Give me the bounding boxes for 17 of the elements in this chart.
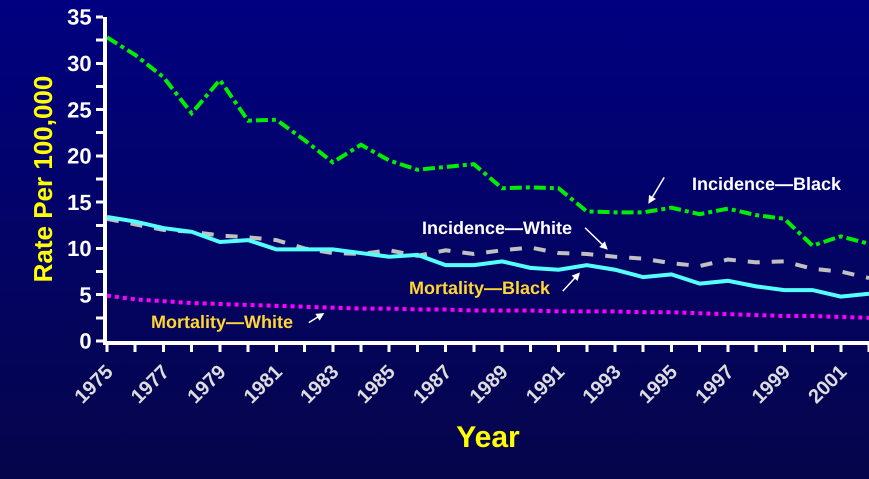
y-axis-title: Rate Per 100,000 [28, 76, 58, 282]
y-tick-label: 20 [67, 144, 92, 169]
y-tick-label: 5 [79, 282, 92, 308]
line-series [107, 214, 869, 299]
line-series [107, 216, 869, 280]
x-axis-title: Year [456, 421, 520, 454]
series-label: Incidence—White [422, 218, 572, 238]
series-label: Incidence—Black [692, 174, 842, 194]
series-label: Mortality—White [151, 312, 293, 332]
y-tick-label: 15 [67, 190, 92, 215]
y-tick-label: 30 [67, 50, 92, 76]
y-tick-label: 0 [79, 328, 92, 354]
series-label: Mortality—Black [409, 278, 552, 298]
y-tick-label: 25 [67, 97, 92, 122]
y-tick-label: 35 [67, 4, 92, 30]
y-tick-label: 10 [67, 236, 92, 262]
line-series [107, 35, 869, 248]
